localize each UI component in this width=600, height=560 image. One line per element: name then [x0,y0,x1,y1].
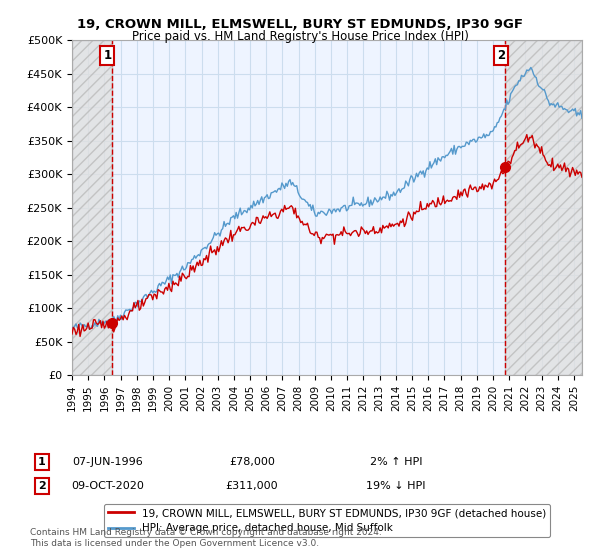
Text: 2% ↑ HPI: 2% ↑ HPI [370,457,422,467]
Text: £78,000: £78,000 [229,457,275,467]
Text: Contains HM Land Registry data © Crown copyright and database right 2024.
This d: Contains HM Land Registry data © Crown c… [30,528,382,548]
Text: Price paid vs. HM Land Registry's House Price Index (HPI): Price paid vs. HM Land Registry's House … [131,30,469,43]
Text: 1: 1 [38,457,46,467]
Text: 19% ↓ HPI: 19% ↓ HPI [366,481,426,491]
Text: 1: 1 [103,49,112,62]
Bar [505,40,582,375]
Text: 09-OCT-2020: 09-OCT-2020 [71,481,145,491]
Legend: 19, CROWN MILL, ELMSWELL, BURY ST EDMUNDS, IP30 9GF (detached house), HPI: Avera: 19, CROWN MILL, ELMSWELL, BURY ST EDMUND… [104,504,550,538]
Text: 2: 2 [497,49,505,62]
Text: £311,000: £311,000 [226,481,278,491]
Text: 07-JUN-1996: 07-JUN-1996 [73,457,143,467]
Bar [72,40,112,375]
Text: 2: 2 [38,481,46,491]
Text: 19, CROWN MILL, ELMSWELL, BURY ST EDMUNDS, IP30 9GF: 19, CROWN MILL, ELMSWELL, BURY ST EDMUND… [77,18,523,31]
